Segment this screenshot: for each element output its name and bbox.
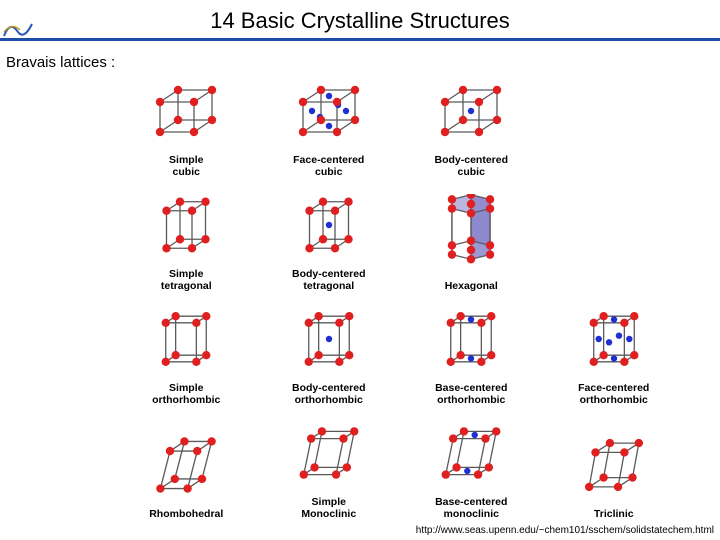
- lattice-diagram: [274, 72, 384, 154]
- title-rule: [0, 38, 720, 41]
- lattice-cell-body-centered-orthorhombic: Body-centered orthorhombic: [263, 298, 396, 406]
- lattice-diagram: [559, 426, 669, 508]
- lattice-cell-simple-cubic: Simple cubic: [120, 70, 253, 178]
- lattice-cell-base-centered-monoclinic: Base-centered monoclinic: [405, 412, 538, 520]
- lattice-cell-simple-monoclinic: Simple Monoclinic: [263, 412, 396, 520]
- lattice-label: Body-centered cubic: [434, 154, 508, 178]
- lattice-cell-simple-tetragonal: Simple tetragonal: [120, 184, 253, 292]
- lattice-diagram: [131, 300, 241, 382]
- lattice-cell-hexagonal: Hexagonal: [405, 184, 538, 292]
- lattice-cell-rhombohedral: Rhombohedral: [120, 412, 253, 520]
- page-title: 14 Basic Crystalline Structures: [0, 8, 720, 34]
- lattice-label: Face-centered cubic: [293, 154, 364, 178]
- lattice-cell-base-centered-orthorhombic: Base-centered orthorhombic: [405, 298, 538, 406]
- lattice-diagram: [416, 414, 526, 496]
- lattice-label: Face-centered orthorhombic: [578, 382, 649, 406]
- lattice-diagram: [274, 414, 384, 496]
- lattice-label: Triclinic: [594, 508, 634, 520]
- subtitle: Bravais lattices :: [6, 54, 115, 71]
- lattice-diagram: [131, 72, 241, 154]
- lattice-diagram: [131, 426, 241, 508]
- lattice-diagram: [274, 300, 384, 382]
- lattice-cell-body-centered-cubic: Body-centered cubic: [405, 70, 538, 178]
- lattice-label: Simple cubic: [169, 154, 203, 178]
- lattice-cell-face-centered-cubic: Face-centered cubic: [263, 70, 396, 178]
- lattice-cell-triclinic: Triclinic: [548, 412, 681, 520]
- lattice-diagram: [131, 186, 241, 268]
- lattice-diagram: [274, 186, 384, 268]
- lattice-label: Body-centered orthorhombic: [292, 382, 366, 406]
- lattice-grid: Simple cubic Face-centered cubic Body-cent…: [120, 70, 680, 520]
- lattice-cell-body-centered-tetragonal: Body-centered tetragonal: [263, 184, 396, 292]
- lattice-diagram: [416, 194, 526, 280]
- lattice-label: Simple tetragonal: [161, 268, 212, 292]
- lattice-diagram: [559, 300, 669, 382]
- header: 14 Basic Crystalline Structures: [0, 0, 720, 45]
- lattice-label: Base-centered orthorhombic: [435, 382, 507, 406]
- lattice-diagram: [416, 300, 526, 382]
- lattice-label: Hexagonal: [445, 280, 498, 292]
- footer-url: http://www.seas.upenn.edu/~chem101/ssche…: [416, 525, 714, 536]
- logo-icon: [2, 18, 36, 38]
- lattice-label: Rhombohedral: [149, 508, 223, 520]
- lattice-label: Simple orthorhombic: [152, 382, 220, 406]
- lattice-diagram: [416, 72, 526, 154]
- lattice-label: Body-centered tetragonal: [292, 268, 366, 292]
- lattice-label: Simple Monoclinic: [301, 496, 356, 520]
- lattice-cell-simple-orthorhombic: Simple orthorhombic: [120, 298, 253, 406]
- lattice-label: Base-centered monoclinic: [435, 496, 507, 520]
- lattice-cell-face-centered-orthorhombic: Face-centered orthorhombic: [548, 298, 681, 406]
